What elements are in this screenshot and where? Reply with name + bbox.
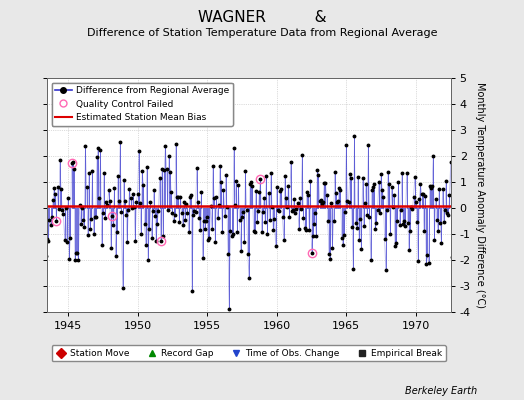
Text: WAGNER          &: WAGNER & — [198, 10, 326, 26]
Text: Berkeley Earth: Berkeley Earth — [405, 386, 477, 396]
Legend: Difference from Regional Average, Quality Control Failed, Estimated Station Mean: Difference from Regional Average, Qualit… — [52, 82, 233, 126]
Text: Difference of Station Temperature Data from Regional Average: Difference of Station Temperature Data f… — [87, 28, 437, 38]
Legend: Station Move, Record Gap, Time of Obs. Change, Empirical Break: Station Move, Record Gap, Time of Obs. C… — [52, 345, 446, 362]
Y-axis label: Monthly Temperature Anomaly Difference (°C): Monthly Temperature Anomaly Difference (… — [475, 82, 485, 308]
